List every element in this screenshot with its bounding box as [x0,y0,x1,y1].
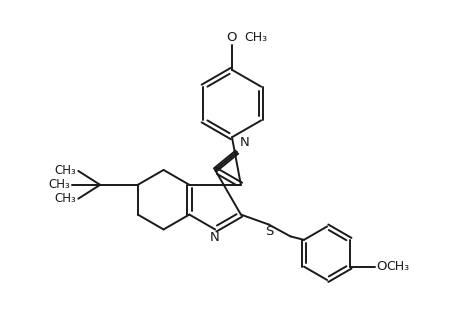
Text: O: O [227,31,237,44]
Text: CH₃: CH₃ [55,192,76,205]
Text: N: N [209,232,219,244]
Text: CH₃: CH₃ [244,31,267,44]
Text: CH₃: CH₃ [55,164,76,177]
Text: N: N [240,136,250,149]
Text: CH₃: CH₃ [386,260,409,273]
Text: O: O [376,260,387,273]
Text: CH₃: CH₃ [49,178,71,191]
Text: S: S [266,225,274,238]
